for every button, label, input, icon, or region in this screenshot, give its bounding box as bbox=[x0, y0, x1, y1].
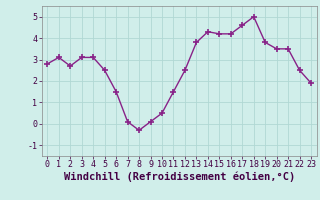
X-axis label: Windchill (Refroidissement éolien,°C): Windchill (Refroidissement éolien,°C) bbox=[64, 172, 295, 182]
